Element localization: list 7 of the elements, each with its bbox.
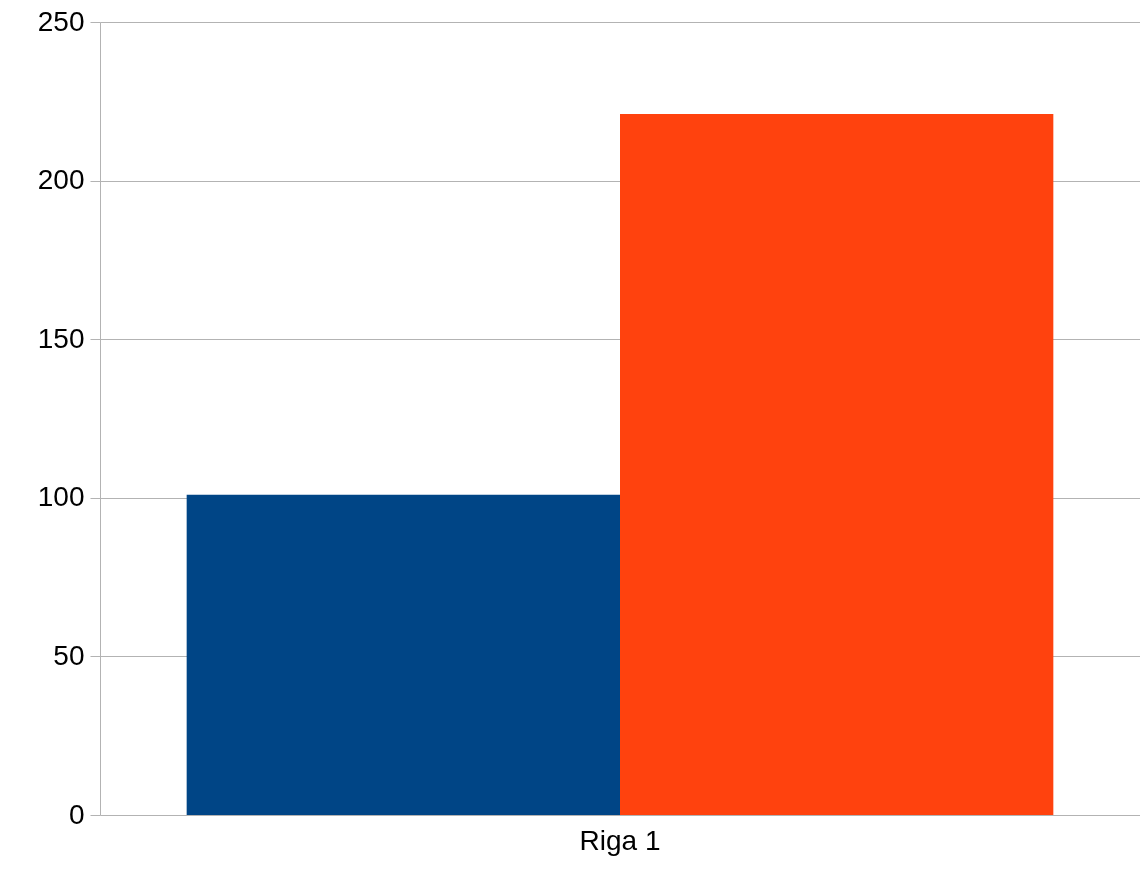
y-tick-label: 200 xyxy=(37,164,85,196)
y-tick-label: 100 xyxy=(37,481,85,513)
y-tick-label: 150 xyxy=(37,322,85,354)
y-tick-label: 0 xyxy=(68,798,85,830)
y-tick-label: 250 xyxy=(37,5,85,37)
y-tick-label: 50 xyxy=(53,639,85,671)
x-tick-label: Riga 1 xyxy=(579,824,661,856)
